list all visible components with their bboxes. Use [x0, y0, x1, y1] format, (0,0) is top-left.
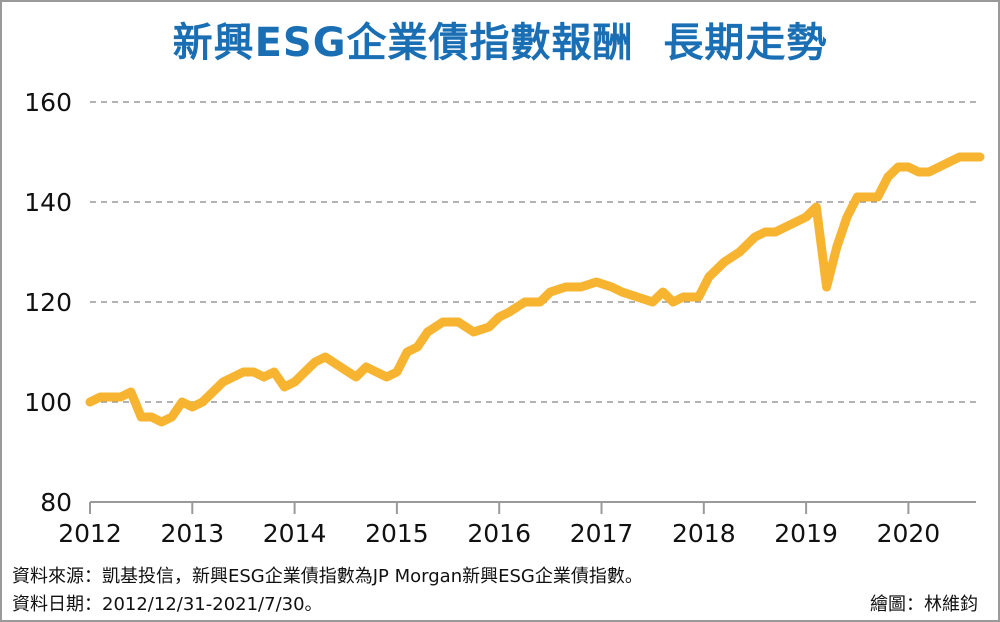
x-tick-label: 2018 — [672, 519, 736, 548]
x-tick-label: 2017 — [570, 519, 634, 548]
gridlines — [90, 101, 976, 403]
credit-note: 繪圖：林維鈞 — [870, 594, 978, 615]
x-tick-label: 2013 — [160, 519, 224, 548]
source-note: 資料來源：凱基投信，新興ESG企業債指數為JP Morgan新興ESG企業債指數… — [12, 566, 643, 587]
y-tick-label: 140 — [24, 188, 72, 217]
y-axis-labels: 80 100 120 140 160 — [24, 88, 72, 517]
x-tick-label: 2012 — [58, 519, 122, 548]
series-line-1 — [85, 152, 985, 427]
y-tick-label: 120 — [24, 288, 72, 317]
x-tick-label: 2016 — [467, 519, 531, 548]
chart-title: 新興ESG企業債指數報酬 長期走勢 — [172, 20, 828, 66]
y-tick-label: 160 — [24, 88, 72, 117]
date-note: 資料日期：2012/12/31-2021/7/30。 — [12, 594, 323, 615]
x-tick-label: 2014 — [263, 519, 327, 548]
x-tick-label: 2020 — [877, 519, 941, 548]
series-layer — [85, 152, 985, 427]
y-tick-label: 100 — [24, 388, 72, 417]
x-tick-label: 2015 — [365, 519, 429, 548]
y-tick-label: 80 — [40, 488, 72, 517]
x-tick-label: 2019 — [774, 519, 838, 548]
x-axis: 2012 2013 2014 2015 2016 2017 2018 2019 2020 — [58, 501, 976, 548]
